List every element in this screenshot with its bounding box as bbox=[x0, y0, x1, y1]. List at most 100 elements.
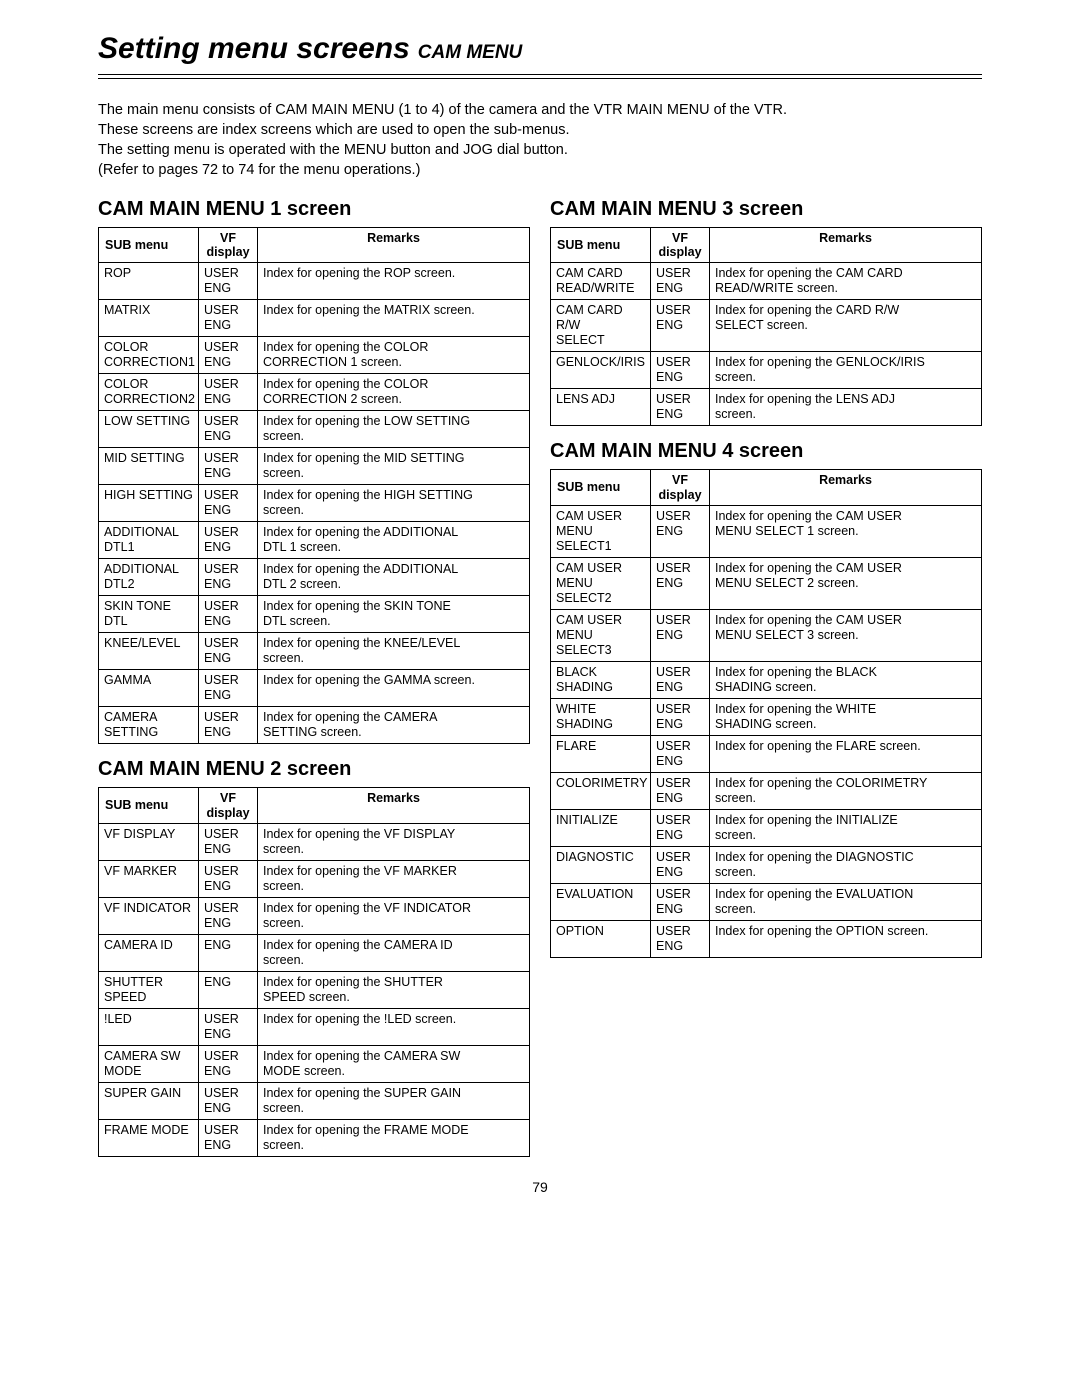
cell-vf-display-line: USER bbox=[656, 702, 704, 717]
right-column: CAM MAIN MENU 3 screen SUB menu VF displ… bbox=[550, 198, 982, 1158]
cell-vf-display-line: ENG bbox=[656, 524, 704, 539]
cell-vf-display-line: ENG bbox=[204, 392, 252, 407]
cell-remarks: Index for opening the COLORCORRECTION 2 … bbox=[258, 374, 530, 411]
cell-submenu: FLARE bbox=[551, 736, 651, 773]
cell-remarks-line: SELECT screen. bbox=[715, 318, 976, 333]
cell-submenu: MID SETTING bbox=[99, 448, 199, 485]
cell-remarks-line: screen. bbox=[263, 429, 524, 444]
table-row: MID SETTINGUSERENGIndex for opening the … bbox=[99, 448, 530, 485]
cell-remarks: Index for opening the FRAME MODEscreen. bbox=[258, 1120, 530, 1157]
cell-submenu-line: ADDITIONAL bbox=[104, 562, 193, 577]
cell-vf-display: USERENG bbox=[199, 1083, 258, 1120]
cell-vf-display-line: USER bbox=[204, 636, 252, 651]
cell-remarks: Index for opening the ADDITIONALDTL 1 sc… bbox=[258, 522, 530, 559]
cell-vf-display-line: ENG bbox=[656, 407, 704, 422]
cell-remarks-line: Index for opening the LENS ADJ bbox=[715, 392, 976, 407]
page-subtitle: CAM MENU bbox=[418, 42, 523, 64]
cell-vf-display-line: ENG bbox=[204, 614, 252, 629]
cell-vf-display-line: ENG bbox=[204, 355, 252, 370]
cell-vf-display-line: ENG bbox=[656, 754, 704, 769]
table-row: ADDITIONALDTL1USERENGIndex for opening t… bbox=[99, 522, 530, 559]
page: Setting menu screens CAM MENU The main m… bbox=[0, 0, 1080, 1397]
heading-menu1: CAM MAIN MENU 1 screen bbox=[98, 198, 530, 221]
cell-remarks: Index for opening the INITIALIZEscreen. bbox=[710, 810, 982, 847]
cell-remarks: Index for opening the CARD R/WSELECT scr… bbox=[710, 300, 982, 352]
cell-submenu-line: SKIN TONE DTL bbox=[104, 599, 193, 629]
double-rule bbox=[98, 74, 982, 79]
cell-vf-display-line: USER bbox=[656, 613, 704, 628]
cell-vf-display-line: USER bbox=[204, 1086, 252, 1101]
cell-remarks: Index for opening the ADDITIONALDTL 2 sc… bbox=[258, 559, 530, 596]
cell-vf-display: USERENG bbox=[199, 559, 258, 596]
cell-remarks-line: screen. bbox=[263, 503, 524, 518]
cell-submenu-line: GENLOCK/IRIS bbox=[556, 355, 645, 370]
cell-remarks-line: CORRECTION 2 screen. bbox=[263, 392, 524, 407]
cell-remarks-line: Index for opening the KNEE/LEVEL bbox=[263, 636, 524, 651]
cell-vf-display: USERENG bbox=[651, 352, 710, 389]
cell-submenu: GAMMA bbox=[99, 670, 199, 707]
table-row: KNEE/LEVELUSERENGIndex for opening the K… bbox=[99, 633, 530, 670]
table-row: VF INDICATORUSERENGIndex for opening the… bbox=[99, 898, 530, 935]
cell-vf-display: USERENG bbox=[651, 699, 710, 736]
cell-remarks-line: Index for opening the SKIN TONE bbox=[263, 599, 524, 614]
cell-submenu: COLORCORRECTION1 bbox=[99, 337, 199, 374]
table-row: FRAME MODEUSERENGIndex for opening the F… bbox=[99, 1120, 530, 1157]
cell-remarks-line: Index for opening the INITIALIZE bbox=[715, 813, 976, 828]
cell-submenu: ROP bbox=[99, 263, 199, 300]
cell-remarks-line: DTL 1 screen. bbox=[263, 540, 524, 555]
cell-vf-display: USERENG bbox=[651, 736, 710, 773]
cell-remarks: Index for opening the BLACKSHADING scree… bbox=[710, 662, 982, 699]
cell-vf-display-line: USER bbox=[656, 392, 704, 407]
cell-remarks-line: Index for opening the GAMMA screen. bbox=[263, 673, 524, 688]
cell-vf-display: USERENG bbox=[651, 773, 710, 810]
cell-remarks-line: Index for opening the LOW SETTING bbox=[263, 414, 524, 429]
table-row: COLORCORRECTION2USERENGIndex for opening… bbox=[99, 374, 530, 411]
cell-submenu-line: MENU SELECT3 bbox=[556, 628, 645, 658]
th-sub: SUB menu bbox=[99, 788, 199, 824]
cell-vf-display: USERENG bbox=[199, 337, 258, 374]
cell-vf-display: USERENG bbox=[199, 263, 258, 300]
cell-vf-display-line: USER bbox=[204, 710, 252, 725]
table-row: COLORCORRECTION1USERENGIndex for opening… bbox=[99, 337, 530, 374]
cell-vf-display-line: USER bbox=[656, 355, 704, 370]
table-row: DIAGNOSTICUSERENGIndex for opening the D… bbox=[551, 847, 982, 884]
cell-submenu-line: SPEED bbox=[104, 990, 193, 1005]
cell-vf-display-line: USER bbox=[204, 525, 252, 540]
cell-vf-display-line: ENG bbox=[204, 651, 252, 666]
cell-submenu: CAM CARD R/WSELECT bbox=[551, 300, 651, 352]
cell-remarks: Index for opening the MATRIX screen. bbox=[258, 300, 530, 337]
cell-submenu-line: WHITE bbox=[556, 702, 645, 717]
th-sub: SUB menu bbox=[551, 470, 651, 506]
table-row: FLAREUSERENGIndex for opening the FLARE … bbox=[551, 736, 982, 773]
th-vf-line2: display bbox=[653, 245, 707, 259]
cell-remarks: Index for opening the CAM USERMENU SELEC… bbox=[710, 558, 982, 610]
cell-submenu: ADDITIONALDTL2 bbox=[99, 559, 199, 596]
cell-remarks-line: screen. bbox=[715, 370, 976, 385]
cell-vf-display: USERENG bbox=[199, 1120, 258, 1157]
cell-vf-display-line: ENG bbox=[204, 879, 252, 894]
cell-submenu-line: CAM USER bbox=[556, 509, 645, 524]
cell-remarks-line: Index for opening the !LED screen. bbox=[263, 1012, 524, 1027]
cell-submenu-line: HIGH SETTING bbox=[104, 488, 193, 503]
cell-vf-display: USERENG bbox=[651, 263, 710, 300]
cell-vf-display-line: ENG bbox=[204, 938, 252, 953]
cell-submenu-line: COLOR bbox=[104, 377, 193, 392]
cell-submenu-line: CAM CARD bbox=[556, 266, 645, 281]
cell-remarks-line: Index for opening the CARD R/W bbox=[715, 303, 976, 318]
cell-vf-display: USERENG bbox=[199, 485, 258, 522]
cell-remarks: Index for opening the CAM USERMENU SELEC… bbox=[710, 506, 982, 558]
cell-submenu: MATRIX bbox=[99, 300, 199, 337]
cell-submenu-line: COLORIMETRY bbox=[556, 776, 645, 791]
cell-submenu-line: SELECT1 bbox=[556, 539, 645, 554]
cell-remarks-line: SHADING screen. bbox=[715, 717, 976, 732]
cell-submenu-line: MATRIX bbox=[104, 303, 193, 318]
cell-remarks-line: Index for opening the SUPER GAIN bbox=[263, 1086, 524, 1101]
cell-submenu: VF INDICATOR bbox=[99, 898, 199, 935]
cell-submenu-line: VF MARKER bbox=[104, 864, 193, 879]
cell-submenu: INITIALIZE bbox=[551, 810, 651, 847]
cell-vf-display-line: ENG bbox=[204, 1064, 252, 1079]
cell-remarks-line: Index for opening the GENLOCK/IRIS bbox=[715, 355, 976, 370]
table-row: BLACKSHADINGUSERENGIndex for opening the… bbox=[551, 662, 982, 699]
cell-remarks-line: screen. bbox=[715, 865, 976, 880]
cell-vf-display-line: USER bbox=[656, 776, 704, 791]
